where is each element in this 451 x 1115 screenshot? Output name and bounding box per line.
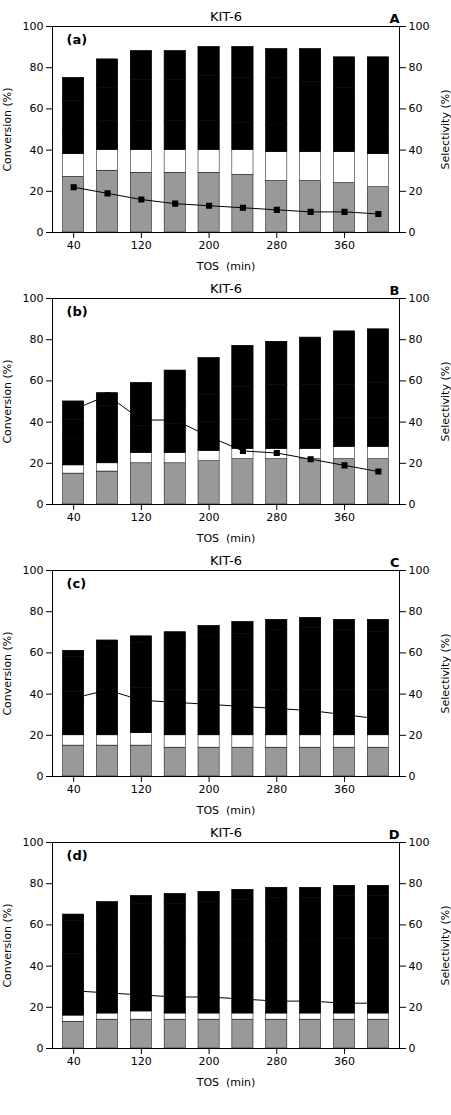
svg-text:200: 200 xyxy=(199,1055,220,1068)
svg-text:280: 280 xyxy=(266,1055,287,1068)
svg-text:360: 360 xyxy=(334,783,355,796)
svg-text:120: 120 xyxy=(131,511,152,524)
svg-text:40: 40 xyxy=(409,144,423,157)
svg-text:280: 280 xyxy=(266,239,287,252)
svg-text:40: 40 xyxy=(409,960,423,973)
svg-text:TOS (min): TOS (min) xyxy=(196,260,256,273)
svg-text:0: 0 xyxy=(409,770,416,783)
svg-text:TOS (min): TOS (min) xyxy=(196,532,256,545)
svg-text:120: 120 xyxy=(131,783,152,796)
svg-text:360: 360 xyxy=(334,1055,355,1068)
svg-text:100: 100 xyxy=(23,564,44,577)
svg-text:60: 60 xyxy=(409,646,423,659)
svg-text:200: 200 xyxy=(199,239,220,252)
svg-text:60: 60 xyxy=(30,102,44,115)
svg-text:Conversion (%): Conversion (%) xyxy=(1,359,14,443)
svg-text:40: 40 xyxy=(409,688,423,701)
svg-text:40: 40 xyxy=(67,239,81,252)
svg-text:200: 200 xyxy=(199,783,220,796)
svg-text:0: 0 xyxy=(37,226,44,239)
svg-text:0: 0 xyxy=(409,498,416,511)
svg-text:80: 80 xyxy=(30,605,44,618)
svg-text:TOS (min): TOS (min) xyxy=(196,1076,256,1089)
svg-text:40: 40 xyxy=(30,688,44,701)
svg-text:20: 20 xyxy=(409,457,423,470)
svg-text:60: 60 xyxy=(30,646,44,659)
svg-text:Selectivity (%): Selectivity (%) xyxy=(439,634,451,714)
svg-text:200: 200 xyxy=(199,511,220,524)
svg-text:280: 280 xyxy=(266,511,287,524)
svg-text:D: D xyxy=(389,827,400,842)
svg-text:20: 20 xyxy=(409,185,423,198)
svg-text:40: 40 xyxy=(409,416,423,429)
svg-text:100: 100 xyxy=(409,292,430,305)
svg-text:80: 80 xyxy=(409,61,423,74)
svg-text:20: 20 xyxy=(30,457,44,470)
svg-text:360: 360 xyxy=(334,511,355,524)
svg-text:0: 0 xyxy=(37,1042,44,1055)
svg-text:80: 80 xyxy=(409,877,423,890)
svg-text:80: 80 xyxy=(30,333,44,346)
svg-text:KIT-6: KIT-6 xyxy=(210,281,242,296)
svg-text:80: 80 xyxy=(409,333,423,346)
svg-text:100: 100 xyxy=(409,564,430,577)
svg-text:60: 60 xyxy=(409,918,423,931)
svg-text:Conversion (%): Conversion (%) xyxy=(1,87,14,171)
svg-text:KIT-6: KIT-6 xyxy=(210,9,242,24)
svg-text:100: 100 xyxy=(23,20,44,33)
svg-text:0: 0 xyxy=(37,498,44,511)
svg-text:KIT-6: KIT-6 xyxy=(210,553,242,568)
svg-text:20: 20 xyxy=(409,1001,423,1014)
svg-text:360: 360 xyxy=(334,239,355,252)
svg-text:60: 60 xyxy=(30,374,44,387)
svg-text:(c): (c) xyxy=(67,576,87,591)
svg-text:40: 40 xyxy=(67,783,81,796)
svg-text:80: 80 xyxy=(409,605,423,618)
svg-text:C: C xyxy=(390,555,400,570)
svg-text:A: A xyxy=(389,11,399,26)
svg-text:120: 120 xyxy=(131,1055,152,1068)
svg-text:Selectivity (%): Selectivity (%) xyxy=(439,906,451,986)
svg-text:60: 60 xyxy=(409,374,423,387)
svg-text:Selectivity (%): Selectivity (%) xyxy=(439,90,451,170)
svg-text:20: 20 xyxy=(30,1001,44,1014)
svg-text:100: 100 xyxy=(23,836,44,849)
svg-text:40: 40 xyxy=(67,511,81,524)
svg-text:60: 60 xyxy=(30,918,44,931)
svg-text:40: 40 xyxy=(30,144,44,157)
svg-text:KIT-6: KIT-6 xyxy=(210,825,242,840)
svg-text:20: 20 xyxy=(30,729,44,742)
svg-text:B: B xyxy=(390,283,400,298)
svg-text:(b): (b) xyxy=(67,304,88,319)
svg-text:0: 0 xyxy=(37,770,44,783)
svg-text:0: 0 xyxy=(409,1042,416,1055)
svg-text:40: 40 xyxy=(30,416,44,429)
svg-text:(a): (a) xyxy=(67,32,88,47)
svg-text:Selectivity (%): Selectivity (%) xyxy=(439,362,451,442)
svg-text:40: 40 xyxy=(30,960,44,973)
svg-text:100: 100 xyxy=(23,292,44,305)
svg-text:60: 60 xyxy=(409,102,423,115)
svg-text:0: 0 xyxy=(409,226,416,239)
svg-text:Conversion (%): Conversion (%) xyxy=(1,903,14,987)
svg-text:(d): (d) xyxy=(67,848,88,863)
svg-text:80: 80 xyxy=(30,61,44,74)
svg-text:40: 40 xyxy=(67,1055,81,1068)
svg-text:100: 100 xyxy=(409,836,430,849)
svg-text:120: 120 xyxy=(131,239,152,252)
svg-text:100: 100 xyxy=(409,20,430,33)
svg-text:20: 20 xyxy=(30,185,44,198)
svg-text:280: 280 xyxy=(266,783,287,796)
svg-text:80: 80 xyxy=(30,877,44,890)
svg-text:Conversion (%): Conversion (%) xyxy=(1,631,14,715)
svg-text:20: 20 xyxy=(409,729,423,742)
svg-text:TOS (min): TOS (min) xyxy=(196,804,256,817)
